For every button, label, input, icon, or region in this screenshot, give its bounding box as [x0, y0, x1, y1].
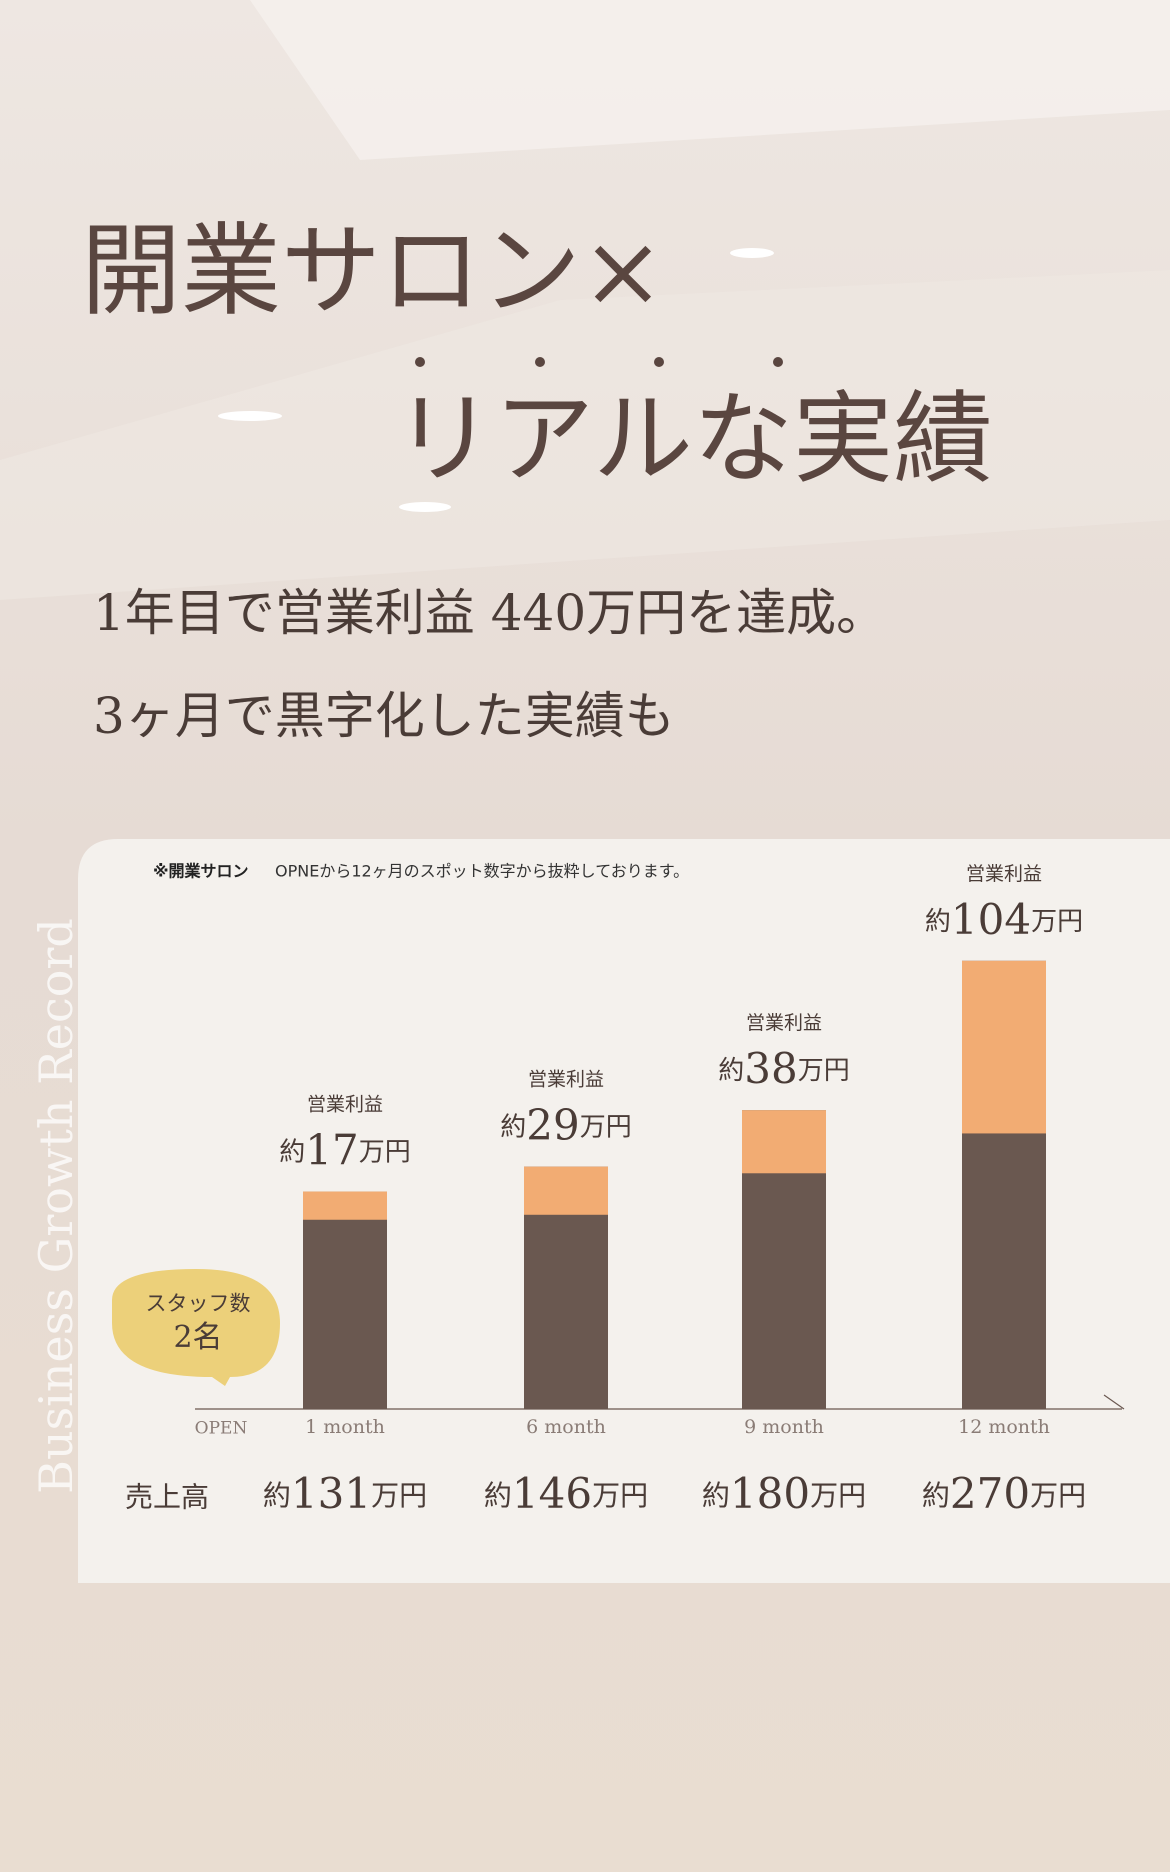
title-line: リアルな実績	[394, 381, 993, 498]
subtitle-line: 3ヶ月で黒字化した実績も	[93, 687, 675, 745]
profit-value-label: 約17万円	[279, 1126, 410, 1175]
sales-value-label: 約131万円	[263, 1469, 427, 1518]
note-text: OPNEから12ヶ月のスポット数字から抜粋しております。	[275, 862, 689, 881]
light	[399, 502, 451, 512]
sales-value-label: 約270万円	[922, 1469, 1086, 1518]
row-label: 売上高	[125, 1481, 209, 1514]
profit-name: 営業利益	[966, 863, 1042, 885]
light	[730, 248, 774, 258]
sales-value-label: 約146万円	[484, 1469, 648, 1518]
badge-label: スタッフ数	[146, 1292, 251, 1316]
wall	[0, 270, 1170, 600]
profit-name: 営業利益	[307, 1094, 383, 1116]
profit-bar	[962, 960, 1046, 1134]
profit-value-label: 約29万円	[500, 1101, 631, 1150]
subtitle-line: 1年目で営業利益 440万円を達成。	[93, 584, 886, 642]
badge	[112, 1269, 280, 1386]
ceiling	[250, 0, 1170, 160]
profit-value-label: 約38万円	[718, 1044, 849, 1093]
badge-value: 2名	[173, 1320, 222, 1355]
profit-value-label: 約104万円	[925, 895, 1083, 944]
profit-bar	[742, 1110, 826, 1174]
profit-bar	[524, 1166, 608, 1215]
title-line: 開業サロン×	[81, 213, 665, 330]
x-tick-label: 12 month	[958, 1416, 1050, 1438]
sales-bar	[303, 1191, 387, 1409]
x-axis-end	[1103, 1394, 1125, 1410]
note-label: ※開業サロン	[153, 862, 249, 881]
profit-name: 営業利益	[528, 1069, 604, 1091]
x-tick-label: 1 month	[305, 1416, 385, 1438]
sales-value-label: 約180万円	[702, 1469, 866, 1518]
origin-label: OPEN	[195, 1419, 248, 1439]
light	[218, 411, 282, 421]
profit-name: 営業利益	[746, 1012, 822, 1034]
x-tick-label: 9 month	[744, 1416, 824, 1438]
x-tick-label: 6 month	[526, 1416, 606, 1438]
side-text: Business Growth Record	[29, 918, 83, 1494]
emphasis-dots	[415, 357, 783, 367]
profit-bar	[303, 1191, 387, 1220]
